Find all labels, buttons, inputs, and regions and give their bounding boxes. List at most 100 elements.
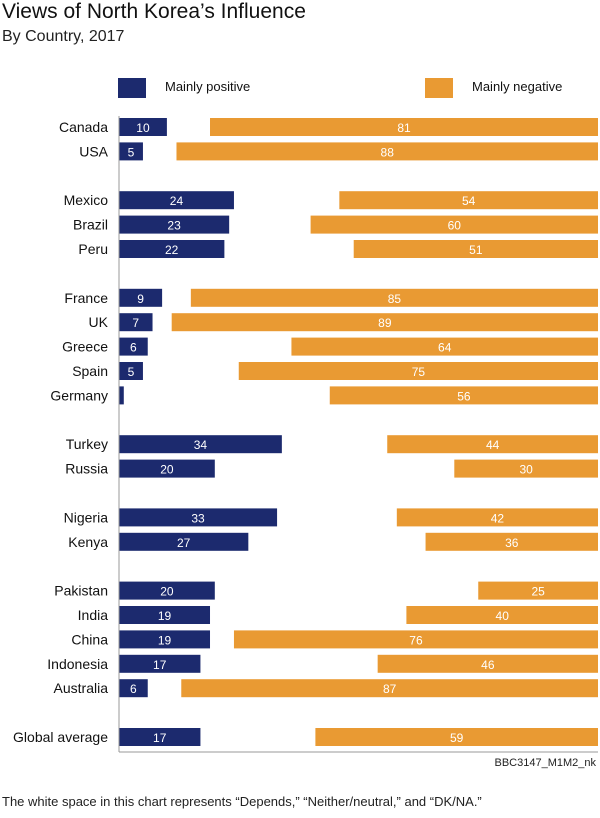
bar-negative xyxy=(310,215,598,234)
data-label-negative: 64 xyxy=(438,341,452,355)
data-label-positive: 22 xyxy=(165,243,179,257)
bar-negative xyxy=(478,581,598,600)
category-label: China xyxy=(71,631,108,647)
chart-title: Views of North Korea’s Influence xyxy=(2,0,306,23)
bar-negative xyxy=(396,508,598,527)
data-label-negative: 42 xyxy=(491,511,505,525)
category-label: Turkey xyxy=(66,436,108,452)
bar-positive xyxy=(119,362,143,380)
data-label-negative: 59 xyxy=(450,731,464,745)
category-label: Spain xyxy=(72,363,108,379)
data-label-positive: 34 xyxy=(194,438,208,452)
bar-negative xyxy=(210,118,598,136)
category-label: Peru xyxy=(78,241,108,257)
category-label: USA xyxy=(79,143,108,159)
data-label-negative: 75 xyxy=(412,365,426,379)
legend-label-positive: Mainly positive xyxy=(165,79,250,94)
bar-positive xyxy=(119,435,282,454)
category-label: Brazil xyxy=(73,217,108,233)
bar-negative xyxy=(233,630,598,649)
bar-positive xyxy=(119,118,167,136)
data-label-positive: 23 xyxy=(167,219,181,233)
bar-positive xyxy=(119,508,278,527)
bar-positive xyxy=(119,288,163,307)
bar-positive xyxy=(119,191,234,210)
data-label-negative: 60 xyxy=(448,219,462,233)
bar-negative xyxy=(353,240,598,258)
chart-subtitle: By Country, 2017 xyxy=(2,28,125,45)
data-label-negative: 40 xyxy=(496,609,510,623)
data-label-negative: 56 xyxy=(457,389,471,403)
data-label-negative: 88 xyxy=(381,145,395,159)
category-label: France xyxy=(64,290,108,306)
category-label: Kenya xyxy=(68,534,108,550)
data-label-positive: 5 xyxy=(128,145,135,159)
legend-swatch-positive xyxy=(118,78,146,98)
data-label-negative: 54 xyxy=(462,194,476,208)
bar-negative xyxy=(291,337,598,356)
category-label: India xyxy=(78,607,109,623)
data-label-positive: 17 xyxy=(153,731,167,745)
category-label: UK xyxy=(89,314,109,330)
data-label-negative: 51 xyxy=(469,243,483,257)
data-label-positive: 17 xyxy=(153,658,167,672)
data-label-positive: 33 xyxy=(191,511,205,525)
bar-negative xyxy=(387,435,598,454)
bar-negative xyxy=(329,386,598,405)
bar-positive xyxy=(119,459,215,478)
category-label: Indonesia xyxy=(47,656,108,672)
bar-negative xyxy=(406,606,598,624)
data-label-negative: 76 xyxy=(409,633,423,647)
data-label-negative: 87 xyxy=(383,682,397,696)
data-label-negative: 30 xyxy=(519,463,533,477)
bar-negative xyxy=(377,654,598,673)
data-label-positive: 19 xyxy=(158,609,172,623)
bar-negative xyxy=(238,362,598,380)
bar-positive xyxy=(119,142,143,161)
bar-negative xyxy=(176,142,599,161)
category-label: Pakistan xyxy=(54,583,108,599)
data-label-positive: 6 xyxy=(130,682,137,696)
legend-swatch-negative xyxy=(425,78,453,98)
bar-positive xyxy=(119,337,148,356)
bar-negative xyxy=(171,313,598,332)
bar-negative xyxy=(339,191,598,210)
category-label: Canada xyxy=(59,119,108,135)
bar-negative xyxy=(190,288,598,307)
bar-positive xyxy=(119,532,249,551)
source-code: BBC3147_M1M2_nk xyxy=(494,757,596,769)
data-label-negative: 85 xyxy=(388,292,402,306)
bar-positive xyxy=(119,679,148,698)
bar-negative xyxy=(181,679,598,698)
bar-positive xyxy=(119,581,215,600)
category-label: Mexico xyxy=(64,192,109,208)
data-label-positive: 24 xyxy=(170,194,184,208)
data-label-positive: 9 xyxy=(137,292,144,306)
data-label-positive: 20 xyxy=(160,585,174,599)
bar-positive xyxy=(119,728,201,746)
data-label-negative: 46 xyxy=(481,658,495,672)
data-label-negative: 44 xyxy=(486,438,500,452)
bar-positive xyxy=(119,240,225,258)
data-label-positive: 27 xyxy=(177,536,191,550)
bar-positive xyxy=(119,630,211,649)
bar-negative xyxy=(454,459,598,478)
bar-positive xyxy=(119,313,153,332)
category-label: Russia xyxy=(65,461,108,477)
data-label-positive: 19 xyxy=(158,633,172,647)
data-label-positive: 5 xyxy=(128,365,135,379)
data-label-negative: 89 xyxy=(378,316,392,330)
bar-positive xyxy=(119,215,230,234)
bar-positive xyxy=(119,386,124,405)
bar-negative xyxy=(425,532,598,551)
footnote: The white space in this chart represents… xyxy=(2,794,482,809)
bar-negative xyxy=(315,728,598,746)
category-label: Germany xyxy=(50,387,108,403)
category-label: Global average xyxy=(13,729,108,745)
bar-positive xyxy=(119,606,211,624)
bar-positive xyxy=(119,654,201,673)
data-label-negative: 25 xyxy=(531,585,545,599)
legend-label-negative: Mainly negative xyxy=(472,79,562,94)
